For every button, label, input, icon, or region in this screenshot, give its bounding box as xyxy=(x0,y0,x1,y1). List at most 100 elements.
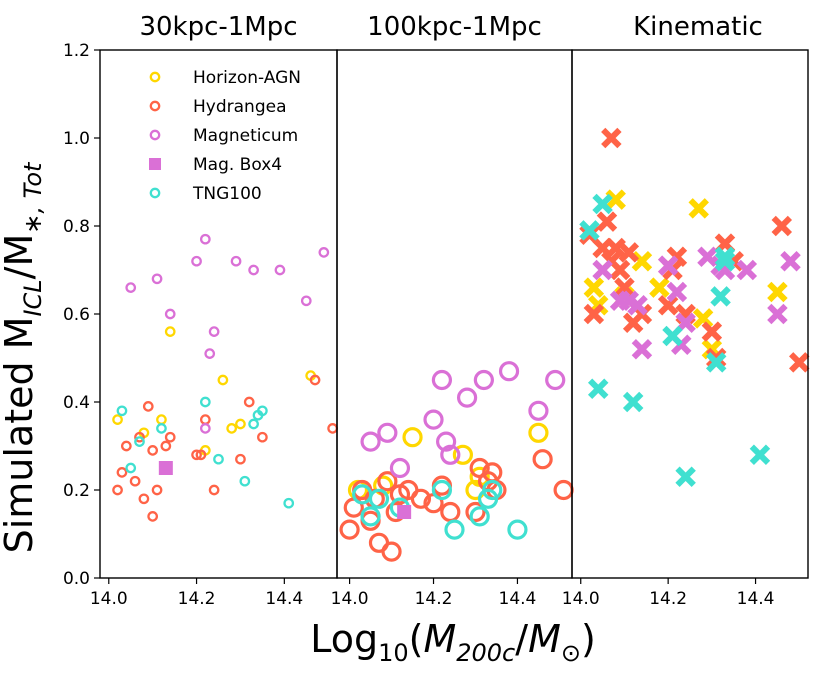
x-tick-label: 14.0 xyxy=(331,589,369,609)
legend-label: Horizon-AGN xyxy=(193,68,301,88)
point-tng xyxy=(431,479,453,501)
legend-marker xyxy=(149,129,161,141)
point-magneticum xyxy=(125,282,137,293)
point-hydrangea xyxy=(164,431,176,443)
point-tng xyxy=(705,352,727,373)
point-tng xyxy=(622,391,644,413)
y-tick-label: 0.2 xyxy=(63,481,90,501)
panel-3: Kinematic 14.0 14.2 14.4 xyxy=(562,12,810,609)
point-magneticum xyxy=(151,273,163,285)
point-magneticum xyxy=(389,457,411,479)
point-hydrangea xyxy=(440,501,461,523)
point-tng xyxy=(116,405,128,417)
x-tick-label: 14.0 xyxy=(562,589,600,609)
point-magneticum xyxy=(191,255,202,267)
x-tick-label: 14.4 xyxy=(737,589,775,609)
point-tng xyxy=(579,220,600,241)
panel-frame xyxy=(336,49,573,579)
point-hydrangea xyxy=(465,501,486,523)
point-hydrangea xyxy=(257,431,268,443)
panel-2: 100kpc-1Mpc 14.0 14.2 14.4 xyxy=(331,12,574,609)
point-horizon xyxy=(235,418,246,430)
point-tng xyxy=(360,506,381,527)
data-points xyxy=(339,361,574,562)
point-horizon xyxy=(452,444,473,465)
point-magneticum xyxy=(318,247,330,258)
point-tng xyxy=(283,497,295,509)
point-hydrangea xyxy=(596,211,618,232)
point-hydrangea xyxy=(120,440,132,452)
x-tick-label: 14.2 xyxy=(415,589,453,609)
point-hydrangea xyxy=(327,423,338,434)
point-horizon xyxy=(649,277,670,298)
point-horizon xyxy=(528,422,549,443)
point-hydrangea xyxy=(147,445,159,456)
point-hydrangea xyxy=(129,475,141,487)
point-magneticum xyxy=(208,326,220,337)
point-horizon xyxy=(605,189,626,210)
point-hydrangea xyxy=(614,277,635,298)
y-tick-label: 0.8 xyxy=(63,217,90,237)
x-axis-label: Log10(M200c/M⊙) xyxy=(310,617,596,667)
point-magneticum xyxy=(199,423,211,434)
point-magneticum xyxy=(431,369,453,391)
point-tng xyxy=(592,193,613,215)
point-hydrangea xyxy=(583,303,605,325)
point-horizon xyxy=(583,277,605,298)
x-tick-label: 14.4 xyxy=(499,589,537,609)
point-magneticum xyxy=(627,294,648,316)
point-hydrangea xyxy=(381,541,402,562)
point-tng xyxy=(675,466,696,488)
point-hydrangea xyxy=(147,511,159,522)
point-magneticum xyxy=(164,308,176,320)
point-magneticum xyxy=(675,312,696,334)
point-hydrangea xyxy=(138,493,150,505)
point-tng xyxy=(134,436,145,447)
point-hydrangea xyxy=(532,449,553,470)
panel-title: 100kpc-1Mpc xyxy=(367,12,542,42)
point-hydrangea xyxy=(609,259,631,281)
point-magneticum xyxy=(456,387,478,408)
point-magneticum xyxy=(230,255,242,267)
point-magneticum-box4 xyxy=(158,461,173,475)
point-magneticum xyxy=(423,409,444,430)
point-tng xyxy=(156,423,167,434)
x-tick-label: 14.4 xyxy=(265,589,303,609)
point-hydrangea xyxy=(116,467,128,478)
point-magneticum xyxy=(498,361,520,382)
point-tng xyxy=(710,286,731,307)
point-tng xyxy=(239,475,251,487)
point-hydrangea xyxy=(160,440,172,452)
point-magneticum xyxy=(440,444,461,465)
point-tng xyxy=(248,418,259,430)
x-tick-label: 14.0 xyxy=(90,589,128,609)
point-magneticum xyxy=(377,422,398,443)
point-magneticum xyxy=(736,259,758,281)
legend-label: TNG100 xyxy=(192,184,262,204)
point-tng xyxy=(444,519,465,540)
point-hydrangea xyxy=(142,401,154,412)
y-axis-label: Simulated MICL/M∗, Tot xyxy=(0,161,47,553)
legend-label: Hydrangea xyxy=(193,97,286,117)
point-horizon xyxy=(217,374,229,386)
legend-marker xyxy=(149,158,161,170)
panel-title: 30kpc-1Mpc xyxy=(139,12,297,42)
point-magneticum xyxy=(274,264,286,276)
point-magneticum xyxy=(657,255,679,276)
point-magneticum xyxy=(545,369,566,391)
point-horizon xyxy=(631,250,653,272)
legend-marker xyxy=(149,187,161,199)
legend-entry: Magneticum xyxy=(149,126,298,146)
point-hydrangea xyxy=(243,396,255,408)
point-tng xyxy=(213,453,224,465)
point-hydrangea xyxy=(339,519,360,540)
point-magneticum xyxy=(248,264,259,276)
point-magneticum xyxy=(528,400,549,421)
point-tng xyxy=(507,519,528,540)
point-hydrangea xyxy=(309,374,321,386)
point-hydrangea xyxy=(553,479,574,501)
panel-title: Kinematic xyxy=(633,12,763,42)
legend-entry: Hydrangea xyxy=(149,97,286,117)
legend-label: Magneticum xyxy=(193,126,298,146)
point-hydrangea xyxy=(151,484,163,496)
